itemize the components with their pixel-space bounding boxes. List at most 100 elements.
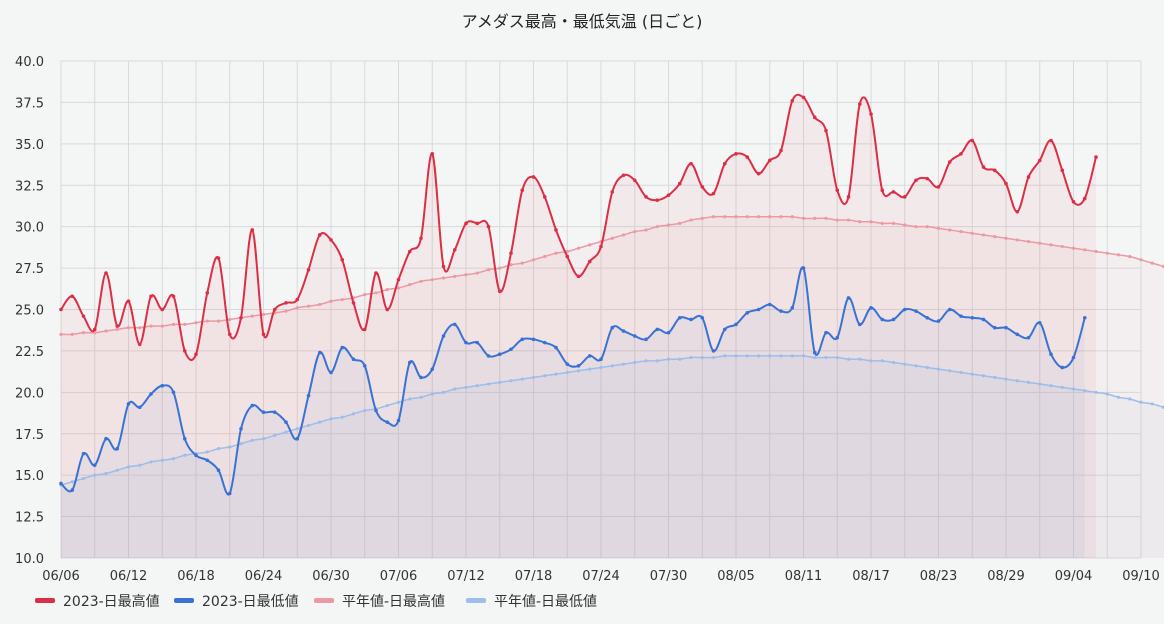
- data-point[interactable]: [70, 488, 75, 492]
- data-point[interactable]: [869, 112, 873, 116]
- data-point[interactable]: [1150, 261, 1154, 265]
- data-point[interactable]: [520, 188, 525, 193]
- data-point[interactable]: [227, 491, 232, 496]
- legend-item[interactable]: 平年値-日最高値: [314, 593, 445, 610]
- data-point[interactable]: [633, 360, 637, 365]
- data-point[interactable]: [576, 364, 581, 368]
- data-point[interactable]: [1037, 158, 1042, 163]
- data-point[interactable]: [700, 355, 704, 360]
- data-point[interactable]: [779, 354, 783, 358]
- data-point[interactable]: [835, 335, 840, 340]
- data-point[interactable]: [812, 115, 817, 120]
- data-point[interactable]: [790, 98, 795, 103]
- data-point[interactable]: [621, 233, 626, 237]
- data-point[interactable]: [228, 317, 232, 322]
- data-point[interactable]: [1082, 196, 1087, 201]
- data-point[interactable]: [261, 332, 266, 337]
- data-point[interactable]: [340, 258, 345, 262]
- data-point[interactable]: [1128, 254, 1132, 259]
- data-point[interactable]: [92, 327, 97, 332]
- data-point[interactable]: [902, 307, 907, 312]
- data-point[interactable]: [587, 354, 592, 358]
- data-point[interactable]: [486, 354, 491, 358]
- data-point[interactable]: [632, 334, 637, 338]
- data-point[interactable]: [1116, 253, 1121, 257]
- data-point[interactable]: [723, 354, 727, 358]
- data-point[interactable]: [824, 216, 828, 220]
- data-point[interactable]: [554, 251, 558, 255]
- data-point[interactable]: [666, 357, 671, 361]
- data-point[interactable]: [959, 314, 963, 318]
- data-point[interactable]: [936, 226, 941, 230]
- data-point[interactable]: [1150, 402, 1154, 406]
- data-point[interactable]: [632, 178, 637, 183]
- data-point[interactable]: [430, 151, 435, 156]
- data-point[interactable]: [239, 442, 243, 446]
- data-point[interactable]: [621, 362, 626, 366]
- data-point[interactable]: [306, 304, 311, 308]
- data-point[interactable]: [869, 359, 873, 363]
- data-point[interactable]: [295, 297, 300, 302]
- data-point[interactable]: [453, 274, 457, 278]
- data-point[interactable]: [486, 268, 491, 272]
- data-point[interactable]: [880, 221, 884, 225]
- data-point[interactable]: [1116, 395, 1121, 399]
- data-point[interactable]: [250, 228, 255, 232]
- data-point[interactable]: [205, 450, 209, 454]
- data-point[interactable]: [194, 352, 198, 357]
- data-point[interactable]: [812, 350, 817, 355]
- data-point[interactable]: [734, 215, 738, 219]
- data-point[interactable]: [396, 286, 401, 290]
- data-point[interactable]: [70, 480, 74, 484]
- data-point[interactable]: [1004, 181, 1008, 186]
- data-point[interactable]: [362, 364, 367, 368]
- data-point[interactable]: [81, 331, 86, 335]
- legend-item[interactable]: 2023-日最高値: [35, 593, 160, 610]
- data-point[interactable]: [453, 387, 457, 391]
- data-point[interactable]: [689, 317, 693, 322]
- data-point[interactable]: [520, 337, 525, 342]
- data-point[interactable]: [329, 238, 333, 242]
- data-point[interactable]: [306, 267, 311, 272]
- data-point[interactable]: [1026, 239, 1031, 244]
- data-point[interactable]: [869, 220, 873, 224]
- data-point[interactable]: [205, 319, 209, 323]
- data-point[interactable]: [295, 427, 299, 431]
- data-point[interactable]: [689, 218, 693, 222]
- data-point[interactable]: [385, 288, 389, 292]
- data-point[interactable]: [655, 327, 660, 332]
- data-point[interactable]: [745, 215, 749, 219]
- data-point[interactable]: [329, 370, 333, 375]
- data-point[interactable]: [1139, 400, 1143, 404]
- data-point[interactable]: [1015, 209, 1020, 214]
- data-point[interactable]: [464, 221, 468, 226]
- data-point[interactable]: [745, 311, 750, 315]
- data-point[interactable]: [1049, 352, 1053, 357]
- data-point[interactable]: [1004, 325, 1008, 330]
- data-point[interactable]: [891, 190, 896, 194]
- data-point[interactable]: [700, 185, 705, 189]
- data-point[interactable]: [1060, 385, 1064, 389]
- data-point[interactable]: [914, 225, 918, 229]
- data-point[interactable]: [306, 393, 311, 398]
- data-point[interactable]: [1060, 365, 1065, 370]
- data-point[interactable]: [542, 340, 547, 345]
- data-point[interactable]: [554, 372, 558, 376]
- data-point[interactable]: [722, 327, 727, 332]
- data-point[interactable]: [610, 325, 615, 330]
- data-point[interactable]: [880, 317, 885, 322]
- data-point[interactable]: [126, 299, 131, 304]
- data-point[interactable]: [914, 309, 918, 313]
- data-point[interactable]: [351, 301, 356, 305]
- data-point[interactable]: [1049, 243, 1053, 247]
- series-3[interactable]: [59, 354, 1164, 487]
- data-point[interactable]: [846, 296, 851, 300]
- data-point[interactable]: [1139, 258, 1143, 262]
- data-point[interactable]: [171, 294, 176, 299]
- data-point[interactable]: [1161, 264, 1164, 269]
- data-point[interactable]: [1026, 380, 1031, 384]
- data-point[interactable]: [273, 433, 277, 438]
- data-point[interactable]: [1026, 335, 1031, 340]
- data-point[interactable]: [115, 446, 120, 451]
- data-point[interactable]: [419, 236, 423, 241]
